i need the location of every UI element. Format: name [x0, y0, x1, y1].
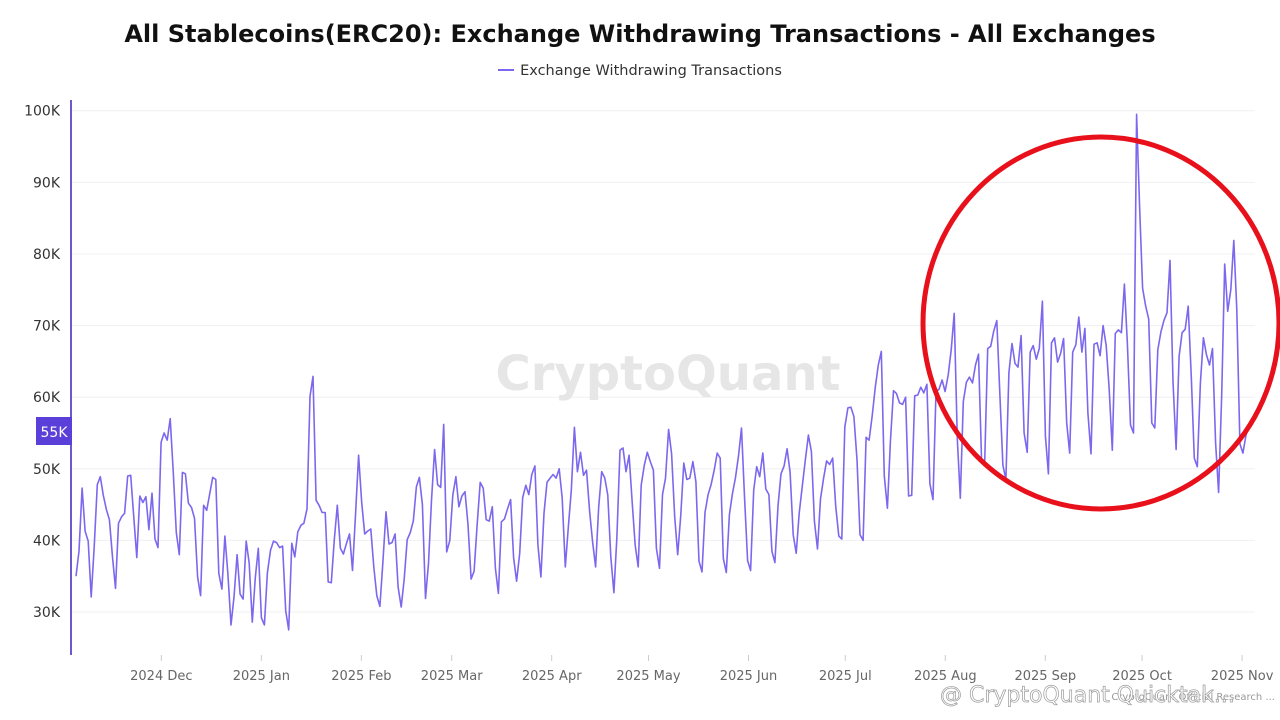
- y-tick-label: 50K: [33, 462, 61, 478]
- x-tick-label: 2024 Dec: [130, 669, 192, 684]
- x-tick-label: 2025 Jul: [819, 669, 872, 684]
- x-axis-ticks: 2024 Dec 2025 Jan 2025 Feb 2025 Mar 2025 Apr…: [130, 655, 1274, 684]
- y-axis-ticks: 30K 40K 50K 60K 70K 80K 90K 100K: [24, 104, 61, 621]
- legend-swatch: [498, 69, 515, 71]
- x-tick-label: 2025 May: [616, 669, 680, 684]
- y-tick-label: 90K: [33, 175, 61, 191]
- x-tick-label: 2025 Aug: [914, 669, 977, 684]
- x-tick-label: 2025 Apr: [522, 669, 582, 684]
- x-tick-label: 2025 Jun: [720, 669, 778, 684]
- x-tick-label: 2025 Mar: [421, 669, 483, 684]
- y-tick-label: 40K: [33, 533, 61, 549]
- chart-title: All Stablecoins(ERC20): Exchange Withdra…: [124, 20, 1156, 48]
- legend-label: Exchange Withdrawing Transactions: [520, 63, 782, 79]
- current-value-badge-bg: [36, 417, 72, 445]
- current-value-label: 55K: [41, 425, 69, 441]
- y-tick-label: 80K: [33, 247, 61, 263]
- x-tick-label: 2025 Oct: [1112, 669, 1172, 684]
- y-tick-label: 100K: [24, 104, 61, 120]
- footer-source-note: CryptoQuant Official Research ...: [1111, 692, 1275, 703]
- y-tick-label: 70K: [33, 319, 61, 335]
- chart-legend[interactable]: Exchange Withdrawing Transactions: [0, 63, 1280, 79]
- footer-handle: @ CryptoQuant Quicktak...: [940, 683, 1235, 708]
- series-line-exchange-withdrawing-transactions[interactable]: [75, 113, 1250, 631]
- watermark-logo: CryptoQuant: [496, 346, 841, 402]
- footer-watermark: CryptoQuant Official Research ... @ Cryp…: [940, 683, 1275, 709]
- grid-lines: [71, 110, 1255, 613]
- y-tick-label: 30K: [33, 605, 61, 621]
- x-tick-label: 2025 Sep: [1014, 669, 1076, 684]
- y-tick-label: 60K: [33, 390, 61, 406]
- annotation-circle: [920, 134, 1280, 512]
- current-value-badge: 55K: [36, 417, 72, 445]
- x-tick-label: 2025 Nov: [1211, 669, 1274, 684]
- x-tick-label: 2025 Feb: [331, 669, 391, 684]
- x-tick-label: 2025 Jan: [233, 669, 290, 684]
